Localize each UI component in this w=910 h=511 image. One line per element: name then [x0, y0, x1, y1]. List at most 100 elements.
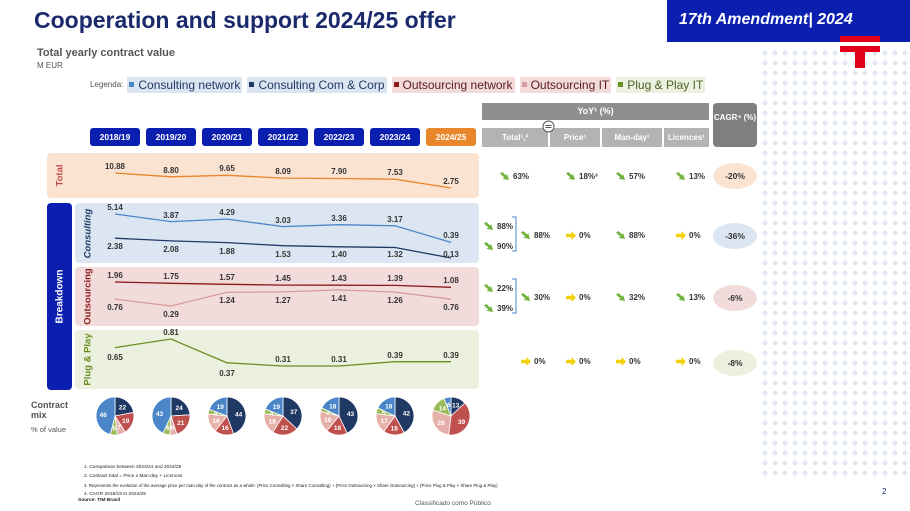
consulting-network-value: 5.14: [107, 203, 123, 212]
yoy-value: 0%: [629, 357, 641, 366]
outsourcing-network-value: 1.96: [107, 271, 123, 280]
consulting-network-value: 3.87: [163, 210, 179, 220]
pie-slice-label: 4: [214, 411, 218, 418]
pie-slice-label: 18: [329, 404, 337, 411]
legend-item-consulting-network: Consulting network: [127, 76, 243, 93]
plugplay-yoy-cell: 0%: [616, 357, 641, 366]
legend-item-outsourcing-it: Outsourcing IT: [519, 76, 612, 93]
yoy-value: 0%: [579, 293, 591, 302]
pie-slice-label: 22: [281, 425, 289, 432]
pie-slice-label: 4: [270, 411, 274, 418]
contract-mix-sublabel: % of value: [31, 425, 67, 434]
pie-slice-label: 6: [447, 402, 451, 409]
footnote-1: 1. Comparison between 2023/24 and 2024/2…: [84, 465, 182, 470]
pie-slice: [208, 396, 228, 417]
footnote-source: Source: TIM Brasil: [78, 498, 121, 503]
outsourcing-row-band: [75, 267, 479, 326]
consulting-network-value: 3.36: [331, 213, 347, 223]
plugplay-value: 0.31: [331, 355, 347, 364]
page-number: 2: [882, 487, 887, 496]
yoy-value: 39%: [497, 304, 514, 313]
outsourcing-network-line: [114, 281, 452, 288]
total-value-label: 8.80: [163, 165, 179, 175]
total-yoy-cell: 13%: [676, 172, 705, 181]
yoy-value: 30%: [534, 293, 551, 302]
total-yoy-cell: 18%³: [566, 172, 598, 181]
total-yoy-cell: 57%: [616, 172, 645, 181]
consulting-yoy-cell: 88%: [616, 231, 645, 240]
yoy-value: 63%: [513, 172, 530, 181]
subtitle: Total yearly contract value: [37, 47, 175, 59]
outsourcing-it-value: 1.26: [387, 296, 403, 306]
pie-slice: [377, 396, 396, 417]
legend-label: Legenda:: [90, 80, 124, 89]
consulting-network-value: 3.17: [387, 214, 403, 224]
outsourcing-network-value: 1.39: [387, 274, 403, 284]
pie-slice: [431, 409, 452, 436]
consulting-com-corp-line: [114, 237, 452, 259]
legend-item-plug-play-it: Plug & Play IT: [616, 76, 706, 93]
pie-slice: [448, 402, 471, 436]
yoy-value: 57%: [629, 172, 646, 181]
pie-slice-label: 18: [334, 425, 342, 432]
year-header: 2021/22: [258, 128, 308, 146]
yoy-value: 0%: [689, 231, 701, 240]
zoom-control-icon[interactable]: [542, 120, 555, 133]
pie-slice-label: 18: [385, 404, 393, 411]
page-title: Cooperation and support 2024/25 offer: [34, 7, 456, 33]
pie-slice-label: 24: [175, 405, 183, 412]
plugplay-yoy-cell: 0%: [566, 357, 591, 366]
consulting-network-line: [114, 213, 452, 244]
cagr-plugplay: -8%: [713, 350, 757, 376]
pie-slice: [151, 396, 172, 434]
footnote-2: 2. Contract total = Price x Man-day + Li…: [84, 474, 183, 479]
plugplay-yoy-cell: 0%: [676, 357, 701, 366]
year-header: 2022/23: [314, 128, 364, 146]
pie-slice-label: 43: [347, 411, 355, 418]
yoy-value: 0%: [579, 357, 591, 366]
yoy-value: 13%: [689, 293, 706, 302]
yoy-col-licences: Licences¹: [664, 128, 709, 147]
pie-slice-label: 18: [391, 425, 399, 432]
total-value-label: 9.65: [219, 164, 235, 174]
pie-slice: [226, 396, 247, 435]
total-value-label: 2.75: [443, 177, 459, 186]
consulting-yoy-cell: 0%: [566, 231, 591, 240]
consulting-com-corp-value: 0.13: [443, 250, 459, 259]
pie-slice-label: 42: [403, 411, 411, 418]
yoy-value: 32%: [629, 293, 646, 302]
yoy-col-price: Price¹: [550, 128, 600, 147]
outsourcing-bracket: [512, 278, 517, 314]
yoy-value: 88%: [497, 222, 514, 231]
pie-slice-label: 39: [458, 419, 466, 426]
total-yoy-cell: 63%: [500, 172, 529, 181]
pie-slice-label: 21: [177, 420, 185, 427]
pie-slice: [95, 396, 116, 435]
cagr-header: CAGR⁴ (%): [713, 103, 757, 147]
pie-slice-label: 19: [217, 404, 225, 411]
pie-slice: [264, 396, 284, 417]
classification-label: Classificado como Público: [415, 500, 491, 507]
outsourcing-network-value: 1.57: [219, 273, 235, 283]
pie-slice-label: 37: [290, 409, 298, 416]
year-header: 2023/24: [370, 128, 420, 146]
plugplay-value: 0.39: [387, 350, 403, 360]
pie-slice: [321, 396, 340, 417]
pie-slice-label: 28: [437, 420, 445, 427]
consulting-com-corp-value: 1.40: [331, 250, 347, 259]
amendment-banner: 17th Amendment| 2024: [667, 0, 910, 42]
consulting-network-value: 4.29: [219, 208, 235, 218]
consulting-com-corp-value: 1.53: [275, 249, 291, 259]
pie-slice-label: 22: [119, 404, 127, 411]
outsourcing-it-value: 1.41: [331, 293, 347, 303]
pie-slice: [443, 396, 452, 417]
outsourcing-it-line: [114, 289, 452, 307]
pie-slice-label: 43: [156, 411, 164, 418]
outsourcing-it-value: 0.29: [163, 310, 179, 319]
yoy-value: 0%: [534, 357, 546, 366]
legend-item-outsourcing-network: Outsourcing network: [391, 76, 515, 93]
pie-slice: [282, 396, 303, 430]
cagr-consulting: -36%: [713, 223, 757, 249]
pie-slice-label: 14: [439, 405, 447, 412]
